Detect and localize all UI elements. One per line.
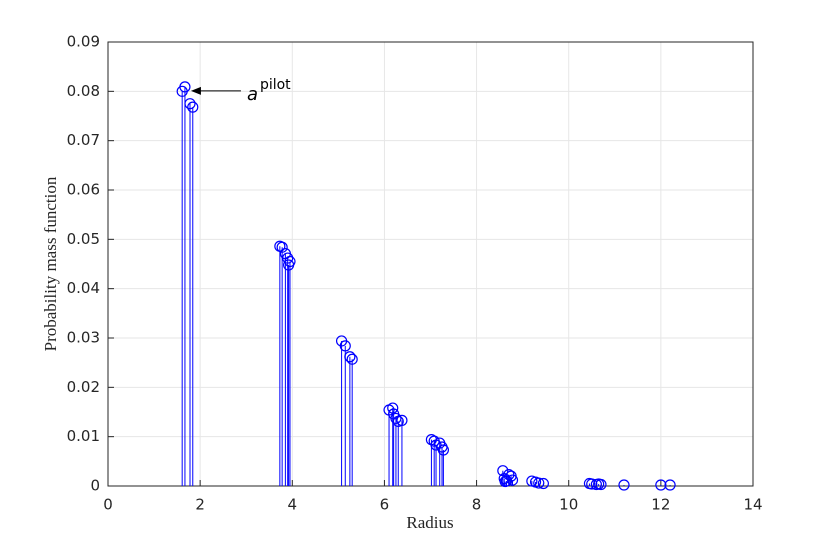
- x-tick-label: 12: [651, 496, 670, 514]
- annotation-superscript: pilot: [260, 77, 291, 93]
- plot-frame: [107, 41, 754, 487]
- stem-marker: [179, 81, 191, 93]
- stem-marker: [618, 479, 630, 491]
- stem-marker: [283, 259, 295, 271]
- stem-marker: [537, 477, 549, 490]
- annotation-text: a: [247, 84, 258, 105]
- y-tick-label: 0.06: [67, 181, 100, 199]
- y-tick-label: 0.07: [67, 131, 100, 149]
- x-tick-label: 0: [103, 496, 113, 514]
- stem-marker: [437, 444, 449, 456]
- stem-marker: [655, 479, 667, 491]
- y-tick-label: 0.04: [67, 279, 100, 297]
- y-tick-label: 0.09: [67, 33, 100, 51]
- x-tick-label: 8: [472, 496, 482, 514]
- annotation-arrowhead: [190, 86, 201, 95]
- stem-marker: [497, 465, 509, 477]
- y-tick-label: 0.02: [67, 378, 100, 396]
- y-tick-label: 0: [90, 477, 100, 495]
- y-tick-label: 0.05: [67, 230, 100, 248]
- x-tick-label: 2: [195, 496, 205, 514]
- stem-marker: [282, 252, 294, 264]
- x-tick-label: 10: [559, 496, 578, 514]
- stem-marker: [187, 101, 199, 113]
- x-axis-label: Radius: [406, 513, 453, 532]
- stem-marker: [595, 478, 607, 491]
- stem-marker: [506, 474, 519, 486]
- x-tick-label: 14: [743, 496, 762, 514]
- y-axis-label: Probability mass function: [41, 176, 60, 351]
- stem-marker: [533, 477, 545, 489]
- stem-marker: [390, 412, 402, 425]
- stem-marker: [344, 351, 356, 363]
- stem-marker: [664, 479, 676, 491]
- y-tick-label: 0.03: [67, 329, 100, 347]
- y-tick-label: 0.01: [67, 427, 100, 445]
- stem-marker: [387, 402, 399, 414]
- stem-marker: [339, 340, 351, 352]
- stem-marker: [184, 98, 196, 110]
- y-tick-label: 0.08: [67, 82, 100, 100]
- x-tick-label: 6: [380, 496, 390, 514]
- stem-marker: [396, 414, 408, 426]
- x-tick-label: 4: [288, 496, 298, 514]
- stem-marker: [276, 241, 288, 253]
- stem-marker: [346, 353, 358, 365]
- stem-marker: [586, 478, 598, 490]
